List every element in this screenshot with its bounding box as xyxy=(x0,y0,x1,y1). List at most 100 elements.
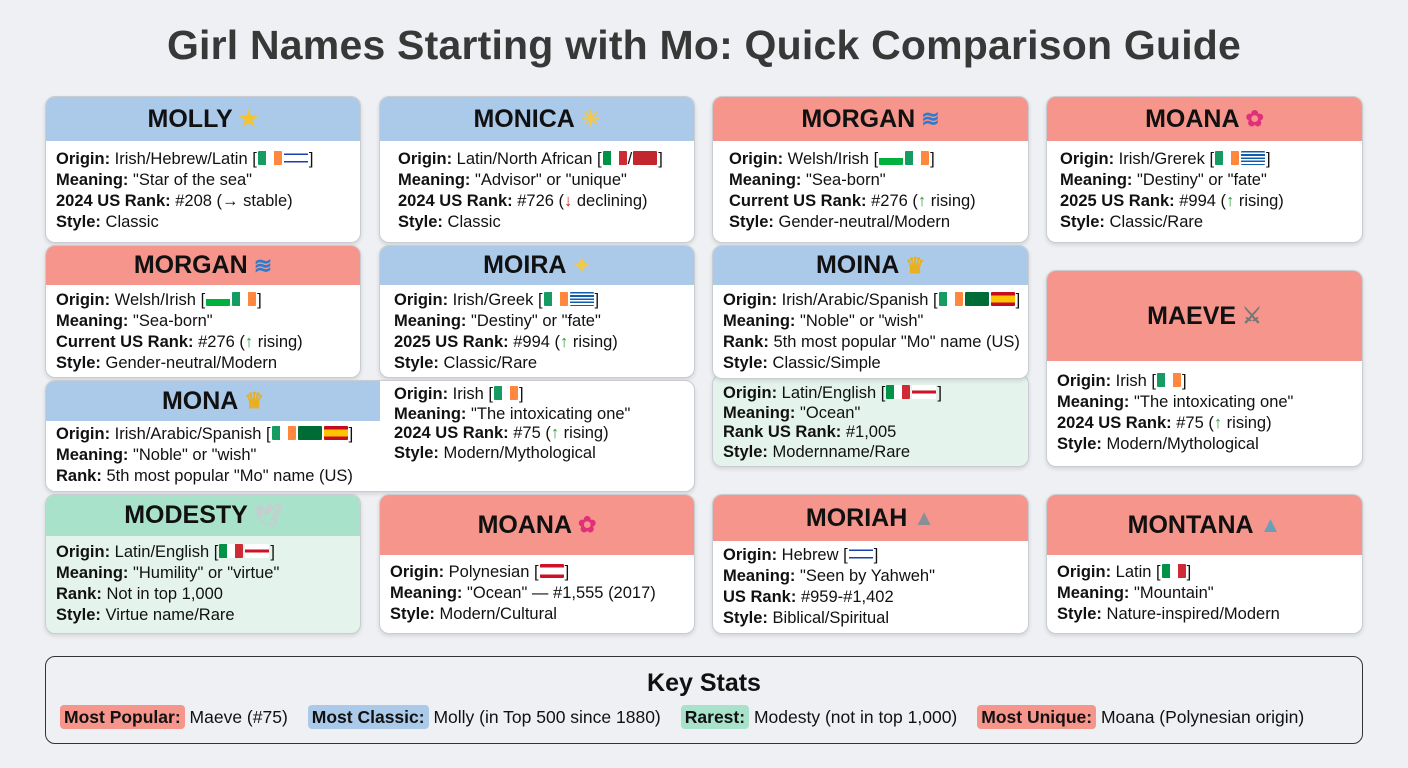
info-row: Origin: Welsh/Irish [] xyxy=(729,150,935,168)
name-title: MOINA xyxy=(815,251,900,279)
info-row: Rank US Rank: #1,005 xyxy=(723,423,942,443)
info-row: Rank: 5th most popular "Mo" name (US) xyxy=(723,332,1020,353)
info-value: "Noble" or "wish" xyxy=(800,312,924,330)
info-label: Origin: xyxy=(394,291,449,309)
info-label: Meaning: xyxy=(723,403,796,422)
info-label: Origin: xyxy=(723,546,778,564)
info-row: Meaning: "The intoxicating one" xyxy=(1057,392,1293,413)
info-value: Irish xyxy=(452,385,484,403)
info-value: Not in top 1,000 xyxy=(106,585,223,603)
info-label: Meaning: xyxy=(1057,584,1130,602)
info-label: Style: xyxy=(56,213,101,231)
card-header: MORGAN ≋ xyxy=(713,97,1028,141)
info-label: Style: xyxy=(723,354,768,372)
info-label: Style: xyxy=(394,443,439,462)
info-value: Latin/North African xyxy=(456,150,593,168)
info-row: Style: Virtue name/Rare xyxy=(56,605,279,626)
info-row: Rank: Not in top 1,000 xyxy=(56,584,279,605)
key-stat-value: Molly (in Top 500 since 1880) xyxy=(428,707,661,727)
info-label: US Rank: xyxy=(723,588,797,606)
info-row: 2024 US Rank: #726 (↓ declining) xyxy=(398,191,663,212)
info-row: Meaning: "Mountain" xyxy=(1057,583,1280,604)
key-stats-panel: Key Stats Most Popular: Maeve (#75) Most … xyxy=(45,656,1363,744)
flag-pf-icon xyxy=(539,564,564,578)
info-value: Latin/English xyxy=(114,543,210,561)
info-value: "Destiny" or "fate" xyxy=(1137,171,1267,189)
info-label: Rank: xyxy=(56,467,102,485)
key-stat-item: Most Classic: Molly (in Top 500 since 18… xyxy=(307,705,661,729)
info-row: Origin: Irish/Greek [] xyxy=(394,291,600,309)
key-stat-item: Rarest: Modesty (not in top 1,000) xyxy=(680,705,958,729)
info-label: Style: xyxy=(390,605,435,623)
info-value: "Mountain" xyxy=(1134,584,1214,602)
info-row: Origin: Latin [] xyxy=(1057,563,1192,581)
sparkles-icon: ✦ xyxy=(572,252,591,278)
flag-es-icon xyxy=(990,292,1015,306)
name-title: MORGAN xyxy=(801,104,916,133)
info-value: Modernname/Rare xyxy=(772,442,911,461)
info-value: #994 (↑ rising) xyxy=(513,333,618,351)
info-label: Origin: xyxy=(1060,150,1115,168)
info-row: Origin: Polynesian [] xyxy=(390,563,570,581)
info-value: "Noble" or "wish" xyxy=(133,446,257,464)
flag-il-icon xyxy=(283,151,308,165)
info-row: Style: Classic xyxy=(56,212,313,233)
info-row: Meaning: "Sea-born" xyxy=(56,311,303,332)
info-label: Rank: xyxy=(723,333,769,351)
info-value: Irish xyxy=(1115,372,1147,390)
info-label: Meaning: xyxy=(56,171,129,189)
info-row: Current US Rank: #276 (↑ rising) xyxy=(729,191,976,212)
info-label: 2024 US Rank: xyxy=(56,192,171,210)
card-body: Origin: Welsh/Irish [] Meaning: "Sea-born… xyxy=(56,290,303,374)
card-body-extra: Origin: Latin/English [] Meaning: "Ocean"… xyxy=(723,384,942,462)
info-value: Modern/Cultural xyxy=(439,605,557,623)
name-card-moana: MOANA ✿ Origin: Irish/Grerek [] Meaning: "D… xyxy=(1046,96,1363,243)
card-header: MOLLY ★ xyxy=(46,97,360,141)
name-card-molly: MOLLY ★ Origin: Irish/Hebrew/Latin [] Meani… xyxy=(45,96,361,243)
name-title: MONICA xyxy=(473,104,575,133)
key-stat-value: Maeve (#75) xyxy=(184,707,288,727)
name-title: MOLLY xyxy=(147,104,233,133)
flag-ie-icon xyxy=(1157,373,1182,387)
card-body: Origin: Latin/North African [/] Meaning: … xyxy=(398,149,663,233)
card-body: Origin: Irish/Grerek [] Meaning: "Destiny… xyxy=(1060,149,1284,233)
key-stat-value: Modesty (not in top 1,000) xyxy=(749,707,958,727)
info-label: Meaning: xyxy=(56,312,129,330)
info-value: "Seen by Yahweh" xyxy=(800,567,935,585)
card-body: Origin: Latin [] Meaning: "Mountain" Style… xyxy=(1057,562,1280,625)
flag-ie-icon xyxy=(543,292,568,306)
info-value: Classic xyxy=(447,213,501,231)
card-body: Origin: Irish/Arabic/Spanish [] Meaning: … xyxy=(56,424,353,487)
name-card-morgan-2: MORGAN ≋ Origin: Welsh/Irish [] Meaning: "S… xyxy=(45,245,361,378)
info-row: 2024 US Rank: #75 (↑ rising) xyxy=(1057,413,1293,434)
declining-arrow-icon: ↓ xyxy=(564,192,573,210)
name-title: MODESTY xyxy=(124,501,248,529)
card-body: Origin: Polynesian [] Meaning: "Ocean" — … xyxy=(390,562,656,625)
info-value: Latin/English xyxy=(781,384,877,402)
info-row: Meaning: "Star of the sea" xyxy=(56,170,313,191)
info-row: Style: Classic/Rare xyxy=(394,353,618,374)
card-header: MONA ♛ xyxy=(46,381,380,421)
name-card-monica: MONICA ☀ Origin: Latin/North African [/] Me… xyxy=(379,96,695,243)
info-label: Origin: xyxy=(723,291,778,309)
info-value: Biblical/Spiritual xyxy=(772,609,889,627)
info-row: Origin: Hebrew [] xyxy=(723,546,879,564)
key-stat-label: Rarest: xyxy=(680,705,750,729)
card-body: Origin: Irish/Hebrew/Latin [] Meaning: "S… xyxy=(56,149,313,233)
info-value: Classic/Simple xyxy=(772,354,881,372)
info-value: Classic/Rare xyxy=(1109,213,1204,231)
info-label: Meaning: xyxy=(729,171,802,189)
info-row: Origin: Latin/English [] xyxy=(56,543,275,561)
flag-il-icon xyxy=(848,547,873,561)
wave-icon: ≋ xyxy=(253,252,273,278)
name-title: MONA xyxy=(161,386,239,415)
info-value: "Destiny" or "fate" xyxy=(471,312,601,330)
info-label: Origin: xyxy=(394,385,449,403)
info-label: 2024 US Rank: xyxy=(1057,414,1172,432)
info-value: "The intoxicating one" xyxy=(1134,393,1294,411)
name-title: MORGAN xyxy=(133,251,248,279)
card-body: Origin: Latin/English [] Meaning: "Humili… xyxy=(56,542,279,626)
flag-it-icon xyxy=(219,544,244,558)
flag-ie-icon xyxy=(257,151,282,165)
info-label: Meaning: xyxy=(56,564,129,582)
